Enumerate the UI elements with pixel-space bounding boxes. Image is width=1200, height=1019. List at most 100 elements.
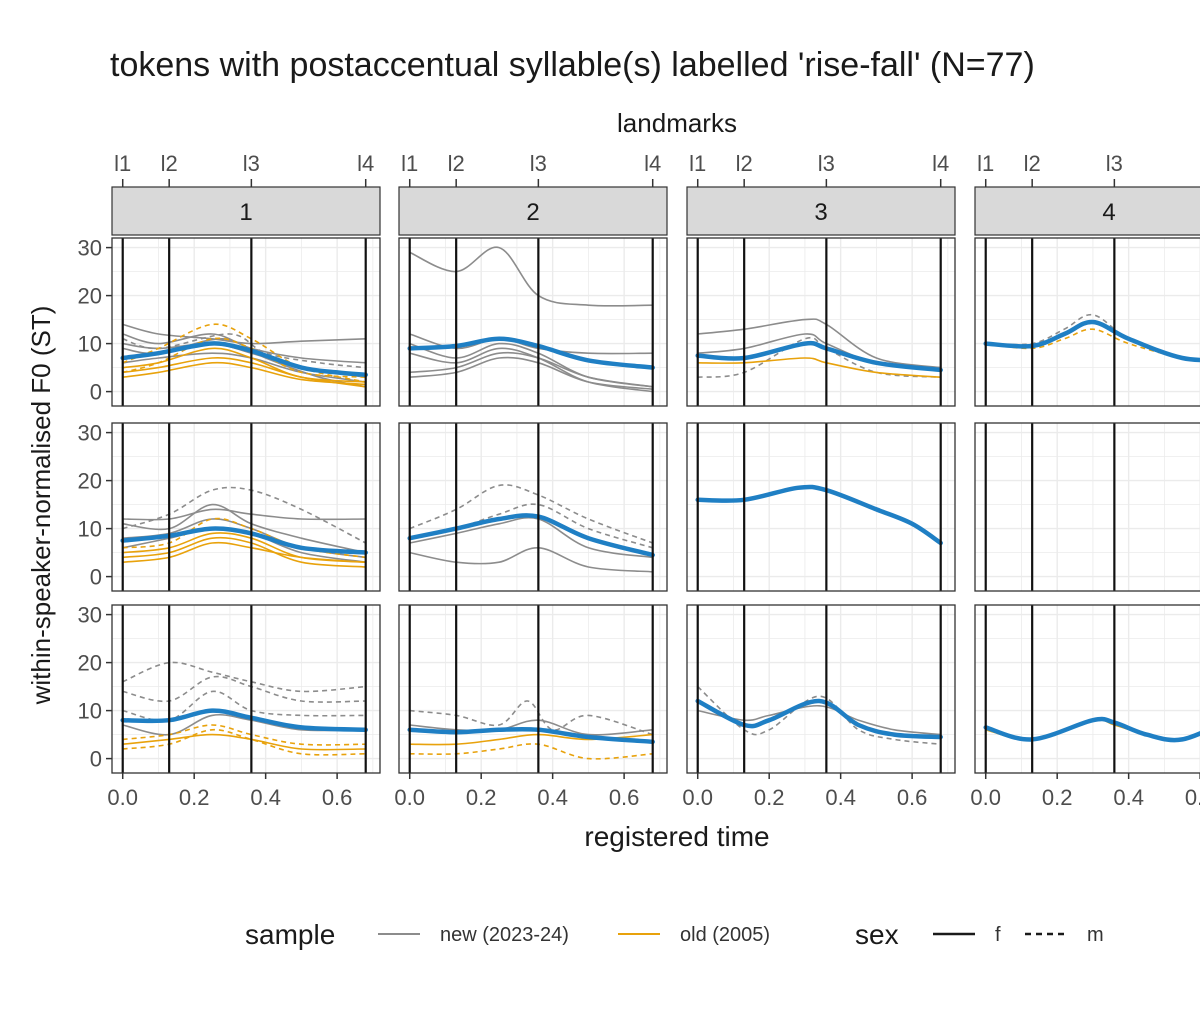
panel-border: [398, 237, 668, 407]
x-tick-label: 0.6: [609, 785, 640, 810]
facet-panel: 0.0 0.2 0.4 0.6: [394, 604, 668, 810]
y-tick-label: 30: [78, 236, 102, 261]
x-tick-label: 0.4: [250, 785, 281, 810]
landmark-tick-label: l3: [243, 151, 260, 176]
panel-series: [120, 323, 368, 388]
panel-background: [975, 423, 1200, 591]
y-tick-label: 20: [78, 469, 102, 494]
mean-curve: [407, 336, 655, 370]
landmark-tick-label: l2: [736, 151, 753, 176]
legend-new-label: new (2023-24): [440, 924, 569, 946]
trace-new-m: [409, 503, 653, 549]
panel-grid: 1l1l2l3l42l1l2l3l43l1l2l3l44l1l2l3l40102…: [78, 151, 1200, 810]
legend-m-label: m: [1087, 924, 1104, 946]
trace-old-f: [122, 532, 366, 563]
panel-background: [112, 423, 380, 591]
panel-border: [111, 237, 381, 407]
trace-new-f: [122, 503, 366, 554]
panel-series: [120, 486, 368, 568]
mean-curve: [120, 341, 368, 378]
landmark-tick-label: l4: [932, 151, 949, 176]
panel-border: [686, 422, 956, 592]
x-tick-label: 0.0: [394, 785, 425, 810]
panel-border: [686, 604, 956, 774]
panel-series: [695, 318, 943, 378]
facet-panel: [974, 422, 1200, 592]
legend-f-label: f: [995, 924, 1001, 946]
panel-background: [399, 605, 667, 773]
chart-title: tokens with postaccentual syllable(s) la…: [110, 46, 1035, 84]
trace-new-m: [122, 675, 366, 703]
panel-background: [112, 605, 380, 773]
y-tick-label: 10: [78, 332, 102, 357]
panel-border: [974, 422, 1200, 592]
trace-new-f: [409, 516, 653, 559]
landmark-tick-label: l4: [357, 151, 374, 176]
trace-new-f: [122, 352, 366, 383]
trace-new-m: [122, 333, 366, 369]
facet-panel: 0.0 0.2 0.4 0.6: [682, 604, 956, 810]
panel-border: [398, 422, 668, 592]
facet-strip-label: 1: [239, 199, 252, 226]
panel-background: [399, 238, 667, 406]
panel-series: [120, 661, 368, 756]
trace-new-f: [409, 351, 653, 388]
x-tick-label: 0.6: [322, 785, 353, 810]
x-tick-label: 0.2: [754, 785, 785, 810]
trace-new-m: [122, 486, 367, 544]
trace-new-m: [409, 484, 653, 544]
landmark-tick-label: l4: [644, 151, 661, 176]
trace-old-f: [697, 357, 941, 378]
trace-new-f: [697, 318, 941, 369]
panel-series: [407, 484, 655, 573]
landmark-tick-label: l1: [689, 151, 706, 176]
panel-border: [974, 604, 1200, 774]
y-tick-label: 20: [78, 284, 102, 309]
y-tick-label: 10: [78, 699, 102, 724]
x-tick-label: 0.0: [682, 785, 713, 810]
x-tick-label: 0.6: [1185, 785, 1200, 810]
facet-panel: [974, 237, 1200, 407]
trace-new-m: [122, 661, 366, 693]
panel-border: [974, 237, 1200, 407]
facet-strip-label: 4: [1102, 199, 1115, 226]
panel-series: [407, 246, 655, 393]
trace-old-m: [409, 743, 653, 760]
y-tick-label: 30: [78, 421, 102, 446]
facet-panel: [398, 422, 668, 592]
legend-sex-title: sex: [855, 919, 899, 950]
landmark-tick-label: l2: [1024, 151, 1041, 176]
landmark-tick-label: l1: [114, 151, 131, 176]
trace-old-f: [122, 536, 366, 568]
mean-curve: [695, 340, 943, 373]
y-tick-label: 0: [90, 747, 102, 772]
x-axis-title: registered time: [584, 821, 769, 852]
landmark-tick-label: l1: [977, 151, 994, 176]
x-tick-label: 0.2: [1042, 785, 1073, 810]
landmark-tick-label: l3: [530, 151, 547, 176]
legend: sample new (2023-24) old (2005) sex f m: [245, 919, 1104, 950]
mean-curve: [120, 526, 368, 555]
landmark-tick-label: l3: [818, 151, 835, 176]
trace-old-f: [122, 361, 366, 386]
trace-new-f: [409, 719, 653, 736]
legend-old-label: old (2005): [680, 924, 770, 946]
facet-strip-label: 2: [526, 199, 539, 226]
facet-panel: 0 10 20 30: [78, 421, 381, 592]
x-tick-label: 0.4: [1113, 785, 1144, 810]
trace-old-m: [122, 337, 366, 378]
facet-panel: [398, 237, 668, 407]
trace-new-f: [409, 246, 653, 307]
panel-border: [686, 237, 956, 407]
y-tick-label: 0: [90, 380, 102, 405]
legend-sample-title: sample: [245, 919, 335, 950]
facet-panel: [686, 237, 956, 407]
mean-curve: [120, 708, 368, 733]
facet-panel: 0.0 0.2 0.4 0.6: [970, 604, 1200, 810]
panel-background: [687, 423, 955, 591]
trace-new-f: [122, 508, 366, 521]
mean-curve: [407, 513, 655, 558]
landmark-tick-label: l1: [401, 151, 418, 176]
y-tick-label: 10: [78, 517, 102, 542]
